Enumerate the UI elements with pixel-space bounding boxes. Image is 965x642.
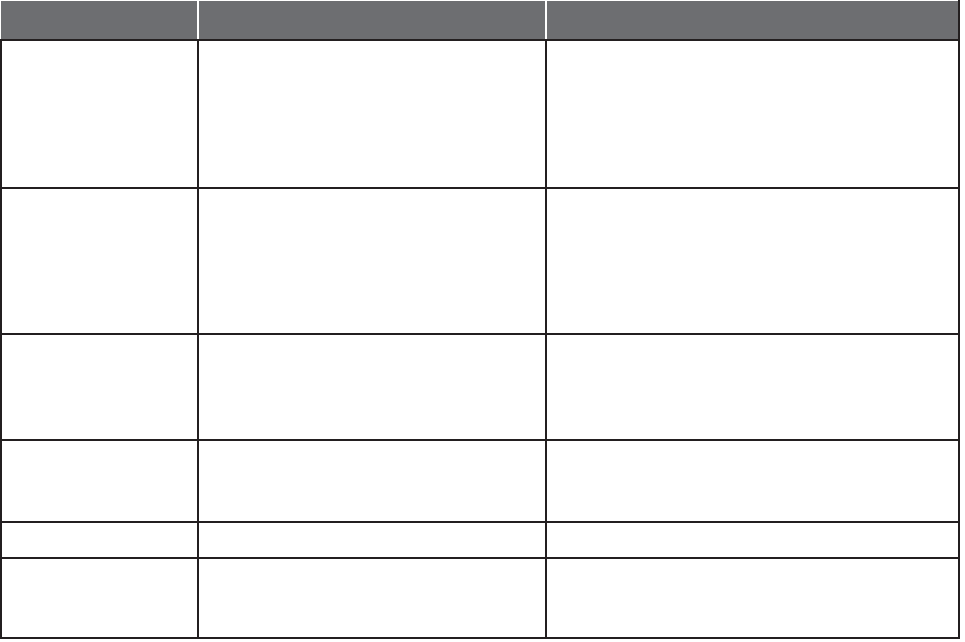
header-row	[1, 1, 959, 40]
